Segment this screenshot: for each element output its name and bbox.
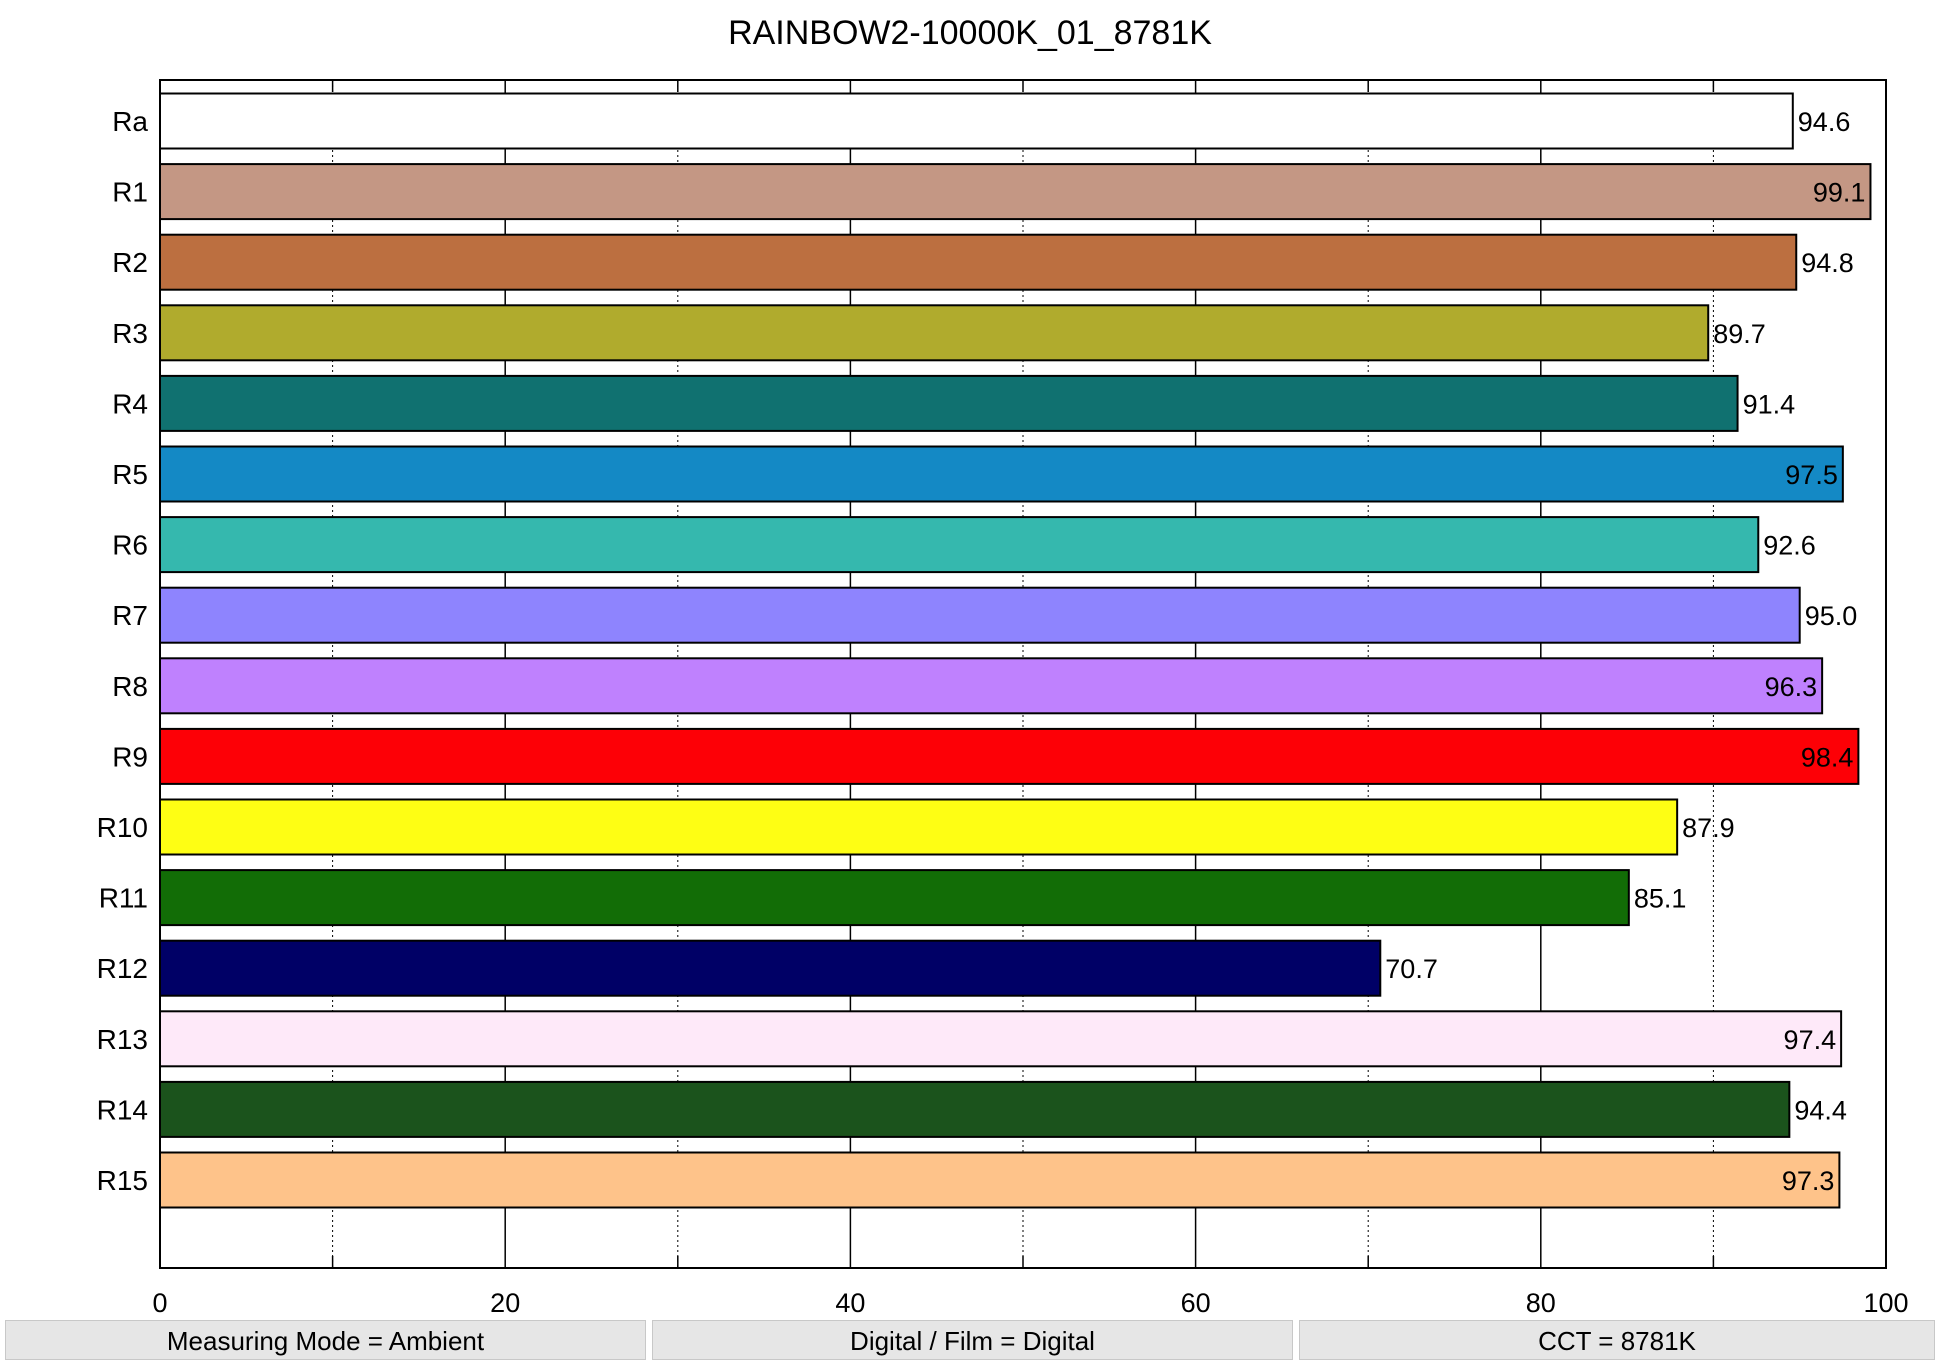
value-label-r4: 91.4 xyxy=(1743,389,1796,419)
category-label-r8: R8 xyxy=(112,671,148,702)
bar-r8 xyxy=(159,657,1824,715)
category-label-r3: R3 xyxy=(112,318,148,349)
value-label-r15: 97.3 xyxy=(1782,1166,1835,1196)
bar-r15 xyxy=(159,1151,1841,1209)
bar-r9 xyxy=(159,727,1860,785)
digital-film-field: Digital / Film = Digital xyxy=(652,1320,1293,1360)
x-tick-label: 20 xyxy=(490,1288,520,1318)
bar-r13 xyxy=(159,1010,1843,1068)
category-label-r9: R9 xyxy=(112,741,148,772)
x-tick-label: 0 xyxy=(152,1288,167,1318)
value-label-r2: 94.8 xyxy=(1801,248,1854,278)
value-label-r6: 92.6 xyxy=(1763,531,1816,561)
value-label-r7: 95.0 xyxy=(1805,601,1858,631)
value-label-r5: 97.5 xyxy=(1785,460,1838,490)
category-label-r14: R14 xyxy=(97,1094,148,1125)
status-footer: Measuring Mode = Ambient Digital / Film … xyxy=(0,1320,1940,1366)
value-label-r12: 70.7 xyxy=(1385,954,1438,984)
cct-field: CCT = 8781K xyxy=(1299,1320,1935,1360)
category-label-r7: R7 xyxy=(112,600,148,631)
category-label-r6: R6 xyxy=(112,530,148,561)
value-labels: 94.6 99.1 94.8 89.7 91.4 97.5 92.6 95.0 96.3 98.4… xyxy=(1385,107,1865,1196)
category-label-r11: R11 xyxy=(99,883,148,914)
bar-ra xyxy=(159,92,1794,150)
category-label-ra: Ra xyxy=(112,106,148,137)
measuring-mode-field: Measuring Mode = Ambient xyxy=(5,1320,646,1360)
bar-r2 xyxy=(159,233,1798,291)
category-label-r13: R13 xyxy=(97,1024,148,1055)
bar-r5 xyxy=(159,445,1844,503)
x-tick-label: 80 xyxy=(1526,1288,1556,1318)
bar-series xyxy=(159,92,1872,1209)
bar-r11 xyxy=(159,869,1630,927)
category-label-r2: R2 xyxy=(112,247,148,278)
bar-r12 xyxy=(159,939,1382,997)
category-label-r12: R12 xyxy=(97,953,148,984)
value-label-ra: 94.6 xyxy=(1798,107,1851,137)
bar-r14 xyxy=(159,1080,1791,1138)
bar-r10 xyxy=(159,798,1679,856)
bar-r4 xyxy=(159,374,1739,432)
cri-bar-chart: RAINBOW2-10000K_01_8781K RaR1R2R3R4R5R6R… xyxy=(97,14,1909,1318)
x-axis-ticks: 0 20 40 60 80 100 xyxy=(152,1288,1908,1318)
bar-r1 xyxy=(159,163,1872,221)
category-label-r10: R10 xyxy=(97,812,148,843)
x-tick-label: 100 xyxy=(1863,1288,1908,1318)
value-label-r13: 97.4 xyxy=(1784,1025,1837,1055)
value-label-r11: 85.1 xyxy=(1634,884,1687,914)
value-label-r1: 99.1 xyxy=(1813,178,1866,208)
value-label-r3: 89.7 xyxy=(1713,319,1766,349)
value-label-r10: 87.9 xyxy=(1682,813,1735,843)
chart-title: RAINBOW2-10000K_01_8781K xyxy=(728,14,1212,52)
bar-r6 xyxy=(159,516,1760,574)
x-tick-label: 60 xyxy=(1181,1288,1211,1318)
category-labels: Ra R1 R2 R3 R4 R5 R6 R7 R8 R9 R10 R11 R12 R13 R14 R15 xyxy=(97,106,149,1196)
category-label-r5: R5 xyxy=(112,459,148,490)
category-label-r15: R15 xyxy=(97,1165,148,1196)
category-label-r4: R4 xyxy=(112,388,148,419)
x-tick-label: 40 xyxy=(835,1288,865,1318)
bar-r3 xyxy=(159,304,1710,362)
value-label-r9: 98.4 xyxy=(1801,742,1854,772)
bar-r7 xyxy=(159,586,1801,644)
value-label-r8: 96.3 xyxy=(1765,672,1818,702)
category-label-r1: R1 xyxy=(112,177,148,208)
value-label-r14: 94.4 xyxy=(1794,1095,1847,1125)
